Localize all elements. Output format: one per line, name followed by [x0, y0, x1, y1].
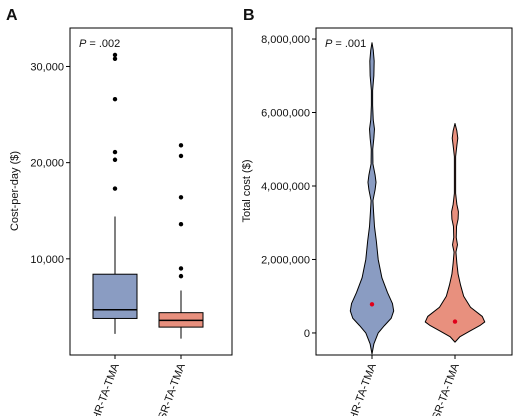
- panel-a: A Cost-per-day ($) P = .002 10,000 20,000…: [6, 7, 233, 416]
- panel-b-y-axis-title: Total cost ($): [241, 160, 253, 223]
- outlier-point: [178, 153, 184, 159]
- outlier-point: [178, 143, 184, 148]
- panel-a-letter: A: [6, 7, 18, 24]
- outlier-point: [112, 52, 118, 58]
- y-tick-label: 8,000,000: [261, 34, 310, 46]
- outlier-point: [178, 195, 184, 200]
- y-tick-label: 30,000: [30, 61, 64, 73]
- outlier-point: [112, 56, 118, 61]
- panel-b-y-ticks: 0 2,000,000 4,000,000 6,000,000 8,000,000: [261, 34, 316, 340]
- violin-body: [349, 42, 395, 355]
- x-tick-label: SR-TA-TMA: [430, 361, 462, 416]
- outlier-point: [178, 222, 184, 227]
- y-tick-label: 10,000: [30, 254, 64, 266]
- y-tick-label: 4,000,000: [261, 181, 310, 193]
- outlier-point: [178, 273, 184, 279]
- outlier-point: [112, 149, 118, 155]
- box-body: [92, 273, 138, 319]
- outlier-point: [178, 266, 184, 271]
- y-tick-label: 2,000,000: [261, 254, 310, 266]
- panel-a-p-value: P = .002: [79, 38, 120, 50]
- panel-a-y-axis-title: Cost-per-day ($): [9, 151, 21, 231]
- violin-mean-point: [369, 302, 375, 307]
- panel-a-y-ticks: 10,000 20,000 30,000: [30, 61, 70, 266]
- violin-body: [424, 123, 486, 343]
- panel-a-boxes: [92, 52, 204, 339]
- x-tick-label: SR-TA-TMA: [156, 361, 188, 416]
- y-tick-label: 6,000,000: [261, 108, 310, 120]
- outlier-point: [112, 157, 118, 162]
- panel-a-plot-frame: [69, 27, 233, 356]
- y-tick-label: 20,000: [30, 158, 64, 170]
- panel-b-plot-frame: [315, 27, 513, 356]
- panel-b-p-value: P = .001: [325, 38, 366, 50]
- panel-b-letter: B: [243, 7, 255, 24]
- violin-mean-point: [452, 319, 458, 324]
- y-tick-label: 0: [304, 328, 310, 340]
- x-tick-label: HR-TA-TMA: [90, 361, 122, 416]
- panel-a-x-ticks: HR-TA-TMA SR-TA-TMA: [90, 355, 188, 416]
- panel-b-x-ticks: HR-TA-TMA SR-TA-TMA: [347, 355, 462, 416]
- panel-b-violins: [349, 42, 486, 355]
- outlier-point: [112, 96, 118, 102]
- outlier-point: [112, 186, 118, 191]
- panel-b: B Total cost ($) P = .001 0 2,000,000 4,00…: [241, 7, 513, 416]
- x-tick-label: HR-TA-TMA: [347, 361, 379, 416]
